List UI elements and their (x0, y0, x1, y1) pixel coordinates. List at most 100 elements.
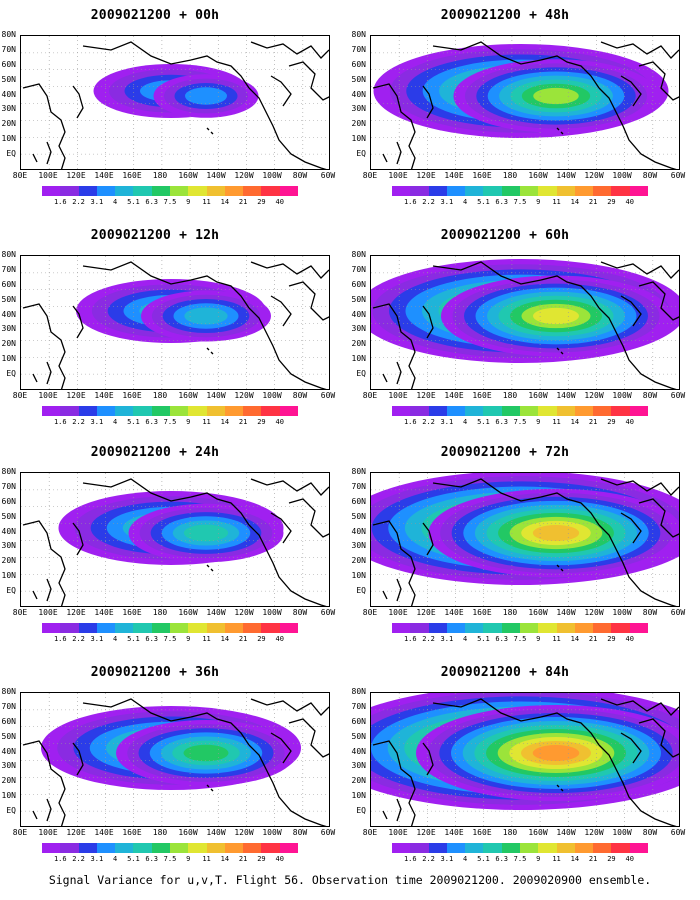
variance-contour (533, 87, 579, 105)
variance-map (370, 35, 680, 170)
colorbar-tick: 29 (257, 198, 266, 206)
lon-label: 140E (94, 828, 114, 837)
variance-contour (183, 524, 229, 542)
colorbar-ticks: 1.6 2.2 3.1 4 5.1 6.3 7.5 9 11 14 21 29 40 (392, 855, 648, 865)
colorbar-tick: 1.6 (403, 418, 417, 426)
lon-label: 120E (416, 608, 436, 617)
colorbar-tick: 7.5 (513, 635, 527, 643)
variance-contour (533, 307, 579, 325)
variance-map (20, 692, 330, 827)
lon-axis: 80E 100E 120E 140E 160E 180 160W 140W 120W 100W 80… (8, 828, 338, 838)
lon-label: 60W (670, 391, 686, 400)
lat-label: 20N (351, 119, 366, 128)
colorbar (392, 623, 648, 633)
lon-label: 180 (152, 608, 168, 617)
colorbar-tick: 5.1 (127, 198, 140, 206)
colorbar-ticks: 1.6 2.2 3.1 4 5.1 6.3 7.5 9 11 14 21 29 40 (392, 198, 648, 208)
colorbar-tick: 7.5 (513, 198, 527, 206)
colorbar-swatch (465, 406, 484, 416)
lat-label: 30N (351, 761, 366, 770)
colorbar-swatch (410, 186, 429, 196)
colorbar-tick: 40 (625, 198, 634, 206)
colorbar-swatch (538, 843, 557, 853)
lon-label: 80E (12, 828, 28, 837)
lat-label: 30N (351, 324, 366, 333)
colorbar-tick: 21 (238, 418, 248, 426)
coastline (22, 698, 329, 826)
lat-label: EQ (6, 149, 16, 158)
colorbar-swatch (556, 406, 575, 416)
colorbar-tick: 5.1 (477, 635, 490, 643)
lon-label: 80E (362, 171, 378, 180)
colorbar-tick: 6.3 (145, 198, 159, 206)
lat-label: 20N (1, 556, 16, 565)
panel-title: 2009021200 + 84h (440, 665, 570, 680)
lat-label: 10N (351, 134, 366, 143)
colorbar-swatch (151, 186, 170, 196)
colorbar-tick: 11 (552, 635, 561, 643)
colorbar-tick: 9 (186, 418, 191, 426)
colorbar-swatch (96, 623, 116, 633)
colorbar-swatch (611, 186, 630, 196)
lon-label: 100E (38, 828, 58, 837)
colorbar-swatch (42, 843, 61, 853)
colorbar-tick: 1.6 (403, 198, 417, 206)
lon-label: 140W (556, 171, 576, 180)
colorbar-tick: 11 (552, 855, 561, 863)
colorbar-swatch (60, 406, 79, 416)
lon-label: 60W (670, 171, 686, 180)
lat-label: 70N (351, 482, 366, 491)
coastline (22, 41, 329, 169)
lat-label: 60N (351, 280, 366, 289)
map-panel: 2009021200 + 60h 80N 70N 60N 50N 40N 30N 20N 10N… (350, 228, 690, 448)
lat-label: 60N (351, 497, 366, 506)
lon-label: 100W (262, 828, 282, 837)
colorbar-tick: 1.6 (53, 198, 67, 206)
colorbar-swatch (115, 406, 134, 416)
colorbar-swatch (224, 406, 244, 416)
colorbar-tick: 14 (220, 635, 230, 643)
panel-title: 2009021200 + 24h (90, 445, 220, 460)
lat-label: 20N (1, 119, 16, 128)
lon-label: 80W (292, 171, 308, 180)
colorbar-tick: 7.5 (163, 855, 177, 863)
variance-map (370, 255, 680, 390)
lon-label: 80E (362, 391, 378, 400)
colorbar-swatch (133, 843, 152, 853)
colorbar-swatch (279, 186, 298, 196)
variance-contour (532, 524, 580, 542)
lat-label: 60N (351, 717, 366, 726)
colorbar-tick: 40 (275, 198, 284, 206)
lon-axis: 80E 100E 120E 140E 160E 180 160W 140W 120W 100W 80… (358, 608, 688, 618)
lat-label: EQ (356, 369, 366, 378)
lat-label: 80N (1, 250, 16, 259)
colorbar-swatch (392, 843, 411, 853)
colorbar-tick: 29 (257, 418, 266, 426)
colorbar-swatch (188, 406, 207, 416)
lon-label: 120W (584, 828, 604, 837)
lat-label: 20N (351, 776, 366, 785)
colorbar-tick: 2.2 (422, 855, 435, 863)
colorbar-tick: 9 (536, 855, 541, 863)
lon-label: 180 (152, 391, 168, 400)
colorbar-ticks: 1.6 2.2 3.1 4 5.1 6.3 7.5 9 11 14 21 29 40 (42, 855, 298, 865)
lon-label: 160W (178, 391, 198, 400)
lon-label: 100E (38, 608, 58, 617)
colorbar-ticks: 1.6 2.2 3.1 4 5.1 6.3 7.5 9 11 14 21 29 40 (392, 418, 648, 428)
lon-label: 140W (556, 608, 576, 617)
variance-map (370, 692, 680, 827)
lon-label: 160W (178, 608, 198, 617)
colorbar-swatch (279, 623, 298, 633)
colorbar-swatch (574, 406, 594, 416)
colorbar-tick: 14 (220, 418, 230, 426)
lon-label: 100W (612, 391, 632, 400)
colorbar-swatch (446, 186, 466, 196)
panel-title: 2009021200 + 12h (90, 228, 220, 243)
lon-label: 140W (556, 828, 576, 837)
colorbar-swatch (243, 623, 262, 633)
colorbar-swatch (115, 843, 134, 853)
lat-label: 40N (351, 310, 366, 319)
colorbar-tick: 6.3 (145, 418, 159, 426)
colorbar-tick: 21 (588, 855, 598, 863)
lat-label: 50N (351, 295, 366, 304)
